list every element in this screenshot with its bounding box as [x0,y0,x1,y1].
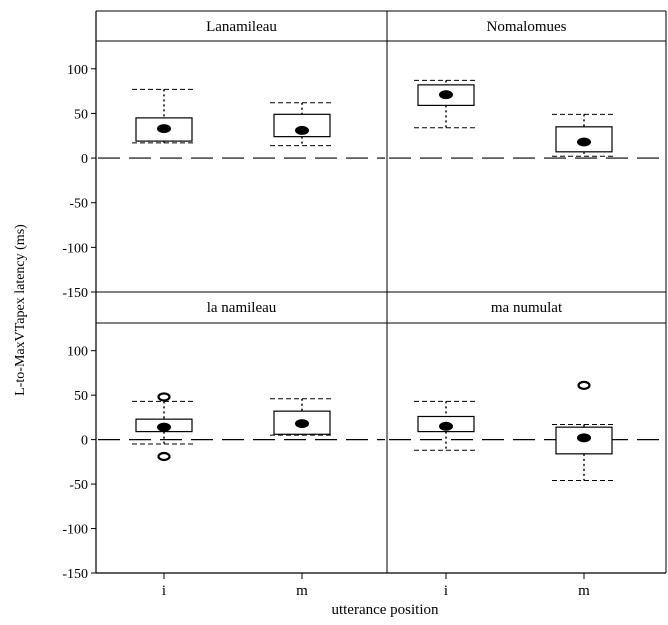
x-tick-label: m [296,583,308,599]
x-tick-label: i [162,583,166,599]
box-i [132,392,196,462]
panels-layer: 100 50 0 -50 -100 -150 100 50 0 -50 -100 -150 i m i m La… [62,10,667,599]
median-marker [577,137,591,147]
median-marker [157,422,171,432]
box-i [414,79,478,129]
median-marker [295,419,309,429]
panel-title: ma numulat [491,300,563,316]
panel-title: Nomalomues [487,19,567,35]
box-i [414,400,478,451]
y-tick-label: -150 [62,286,88,301]
y-tick-label: 0 [81,152,88,167]
box-m [270,398,334,436]
y-tick-label: 50 [74,389,88,404]
y-tick-label: -50 [69,478,88,493]
y-tick-label: -100 [62,523,88,538]
x-tick-label: i [444,583,448,599]
outlier-point [157,451,171,462]
panel-top-right: Nomalomues [389,19,664,159]
panel-top-left: Lanamileau [98,19,385,159]
y-tick-label: 0 [81,434,88,449]
panel-bottom-left: la namileau [98,300,385,462]
median-marker [439,90,453,100]
y-tick-label: -50 [69,197,88,212]
x-tick-label: m [578,583,590,599]
y-tick-label: 50 [74,107,88,122]
y-tick-label: 100 [67,63,88,78]
median-marker [439,421,453,431]
y-axis-label: L-to-MaxVTapex latency (ms) [13,224,28,396]
y-tick-label: 100 [67,345,88,360]
box-i [132,88,196,144]
median-marker [157,124,171,134]
box-m [270,102,334,147]
y-tick-label: -100 [62,241,88,256]
median-marker [577,433,591,443]
iqr-box [273,113,331,138]
panel-bottom-right: ma numulat [389,300,664,482]
outlier-point [157,392,171,402]
panel-title: la namileau [207,300,277,316]
outlier-point [577,380,591,390]
panel-title: Lanamileau [206,19,277,35]
box-m [552,113,616,157]
median-marker [295,125,309,135]
box-m [552,380,616,482]
y-tick-label: -150 [62,567,88,582]
x-axis-label: utterance position [331,602,439,618]
